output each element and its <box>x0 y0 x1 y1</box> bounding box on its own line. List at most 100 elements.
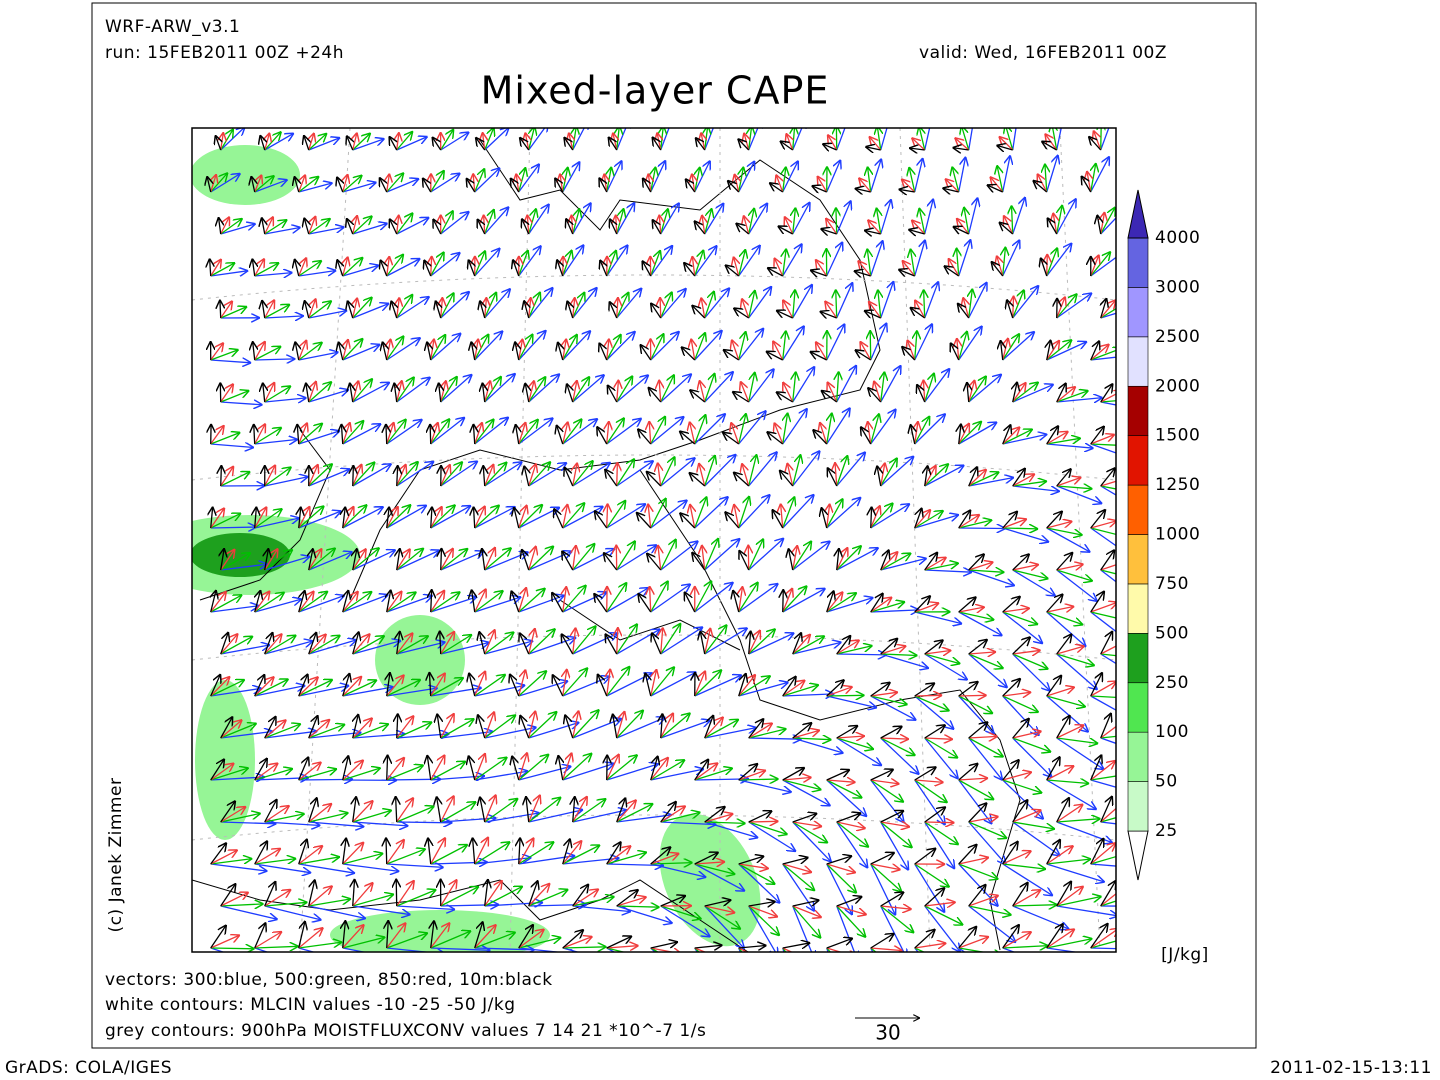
wind-vector <box>769 183 784 193</box>
wind-vector <box>352 462 375 487</box>
wind-vector <box>826 947 829 952</box>
wind-vector <box>782 494 814 529</box>
wind-vector <box>430 506 471 529</box>
wind-vector <box>382 342 386 361</box>
wind-vector <box>810 352 828 361</box>
wind-vector <box>1002 240 1020 277</box>
wind-vector <box>391 301 397 319</box>
wind-vector <box>1056 383 1066 403</box>
wind-vector <box>694 414 706 445</box>
wind-vector <box>912 138 926 151</box>
wind-vector <box>680 513 696 529</box>
wind-vector <box>353 215 358 235</box>
wind-vector <box>264 133 294 151</box>
wind-vector <box>1012 290 1024 319</box>
wind-vector <box>782 244 802 277</box>
wind-vector <box>690 422 695 445</box>
wind-vector <box>219 217 221 235</box>
wind-vector <box>220 224 256 235</box>
wind-vector <box>826 218 838 235</box>
wind-vector <box>793 371 796 403</box>
wind-vector <box>298 506 324 529</box>
wind-vector <box>396 879 397 907</box>
wind-vector <box>396 137 428 151</box>
wind-vector <box>616 545 657 571</box>
wind-vector <box>210 508 225 529</box>
wind-vector <box>440 548 454 571</box>
wind-vector <box>924 465 965 487</box>
wind-vector <box>636 512 652 529</box>
wind-vector <box>220 307 247 319</box>
wind-vector <box>484 207 509 235</box>
wind-vector <box>748 538 784 571</box>
wind-vector <box>704 538 740 571</box>
wind-vector <box>433 219 442 235</box>
wind-vector <box>958 947 966 952</box>
page-frame <box>91 2 1257 1049</box>
colorbar-segment <box>1127 682 1149 733</box>
wind-vector <box>342 420 364 445</box>
wind-vector <box>562 551 574 571</box>
wind-vector <box>294 176 298 193</box>
wind-vector <box>870 159 882 193</box>
wind-vector <box>210 432 241 445</box>
wind-vector <box>264 300 275 319</box>
wind-vector <box>298 423 308 445</box>
wind-vector <box>524 300 529 319</box>
wind-vector <box>573 545 576 571</box>
colorbar-label: 250 <box>1155 673 1189 693</box>
wind-vector <box>914 324 933 361</box>
wind-vector <box>510 178 520 193</box>
wind-vector <box>524 466 529 487</box>
wind-vector <box>876 208 880 235</box>
wind-vector <box>342 506 354 529</box>
wind-vector <box>599 343 608 361</box>
wind-vector <box>924 570 972 572</box>
wind-vector <box>474 250 486 277</box>
wind-vector <box>1100 390 1116 403</box>
wind-vector <box>880 550 889 571</box>
legend-line: white contours: MLCIN values -10 -25 -50… <box>105 995 516 1015</box>
wind-vector <box>221 548 224 571</box>
wind-vector <box>554 508 564 529</box>
wind-vector <box>308 133 327 151</box>
wind-vector <box>817 176 828 193</box>
wind-vector <box>518 504 543 529</box>
wind-vector <box>836 128 849 151</box>
colorbar-label: 2000 <box>1155 376 1200 396</box>
wind-vector <box>617 462 618 487</box>
wind-vector <box>1002 427 1020 445</box>
legend-line: vectors: 300:blue, 500:green, 850:red, 1… <box>105 970 553 990</box>
wind-vector <box>387 755 388 781</box>
wind-vector <box>961 128 970 151</box>
wind-vector <box>748 539 764 571</box>
wind-vector <box>1002 429 1033 445</box>
wind-vector <box>1002 519 1027 529</box>
wind-vector <box>738 245 761 277</box>
wind-vector <box>1056 128 1062 151</box>
wind-vector <box>779 470 794 487</box>
wind-vector <box>466 178 476 193</box>
wind-vector <box>660 374 692 403</box>
wind-vector <box>210 444 254 448</box>
colorbar-segment <box>1127 633 1149 684</box>
wind-vector <box>782 161 799 193</box>
map <box>192 128 1116 952</box>
wind-vector <box>254 424 255 445</box>
wind-vector <box>352 549 366 571</box>
wind-vector <box>606 418 642 445</box>
wind-vector <box>516 424 519 445</box>
wind-vector <box>210 948 255 949</box>
wind-vector <box>649 421 651 445</box>
wind-vector <box>877 466 881 487</box>
wind-vector <box>337 259 343 277</box>
wind-vector <box>1090 251 1116 277</box>
wind-vector <box>783 330 786 361</box>
wind-vector <box>308 464 333 487</box>
wind-vector <box>210 263 235 277</box>
wind-vector <box>352 139 385 151</box>
wind-vector <box>396 217 429 235</box>
wind-vector <box>958 515 980 529</box>
wind-vector <box>308 548 336 571</box>
wind-vector <box>736 223 750 235</box>
